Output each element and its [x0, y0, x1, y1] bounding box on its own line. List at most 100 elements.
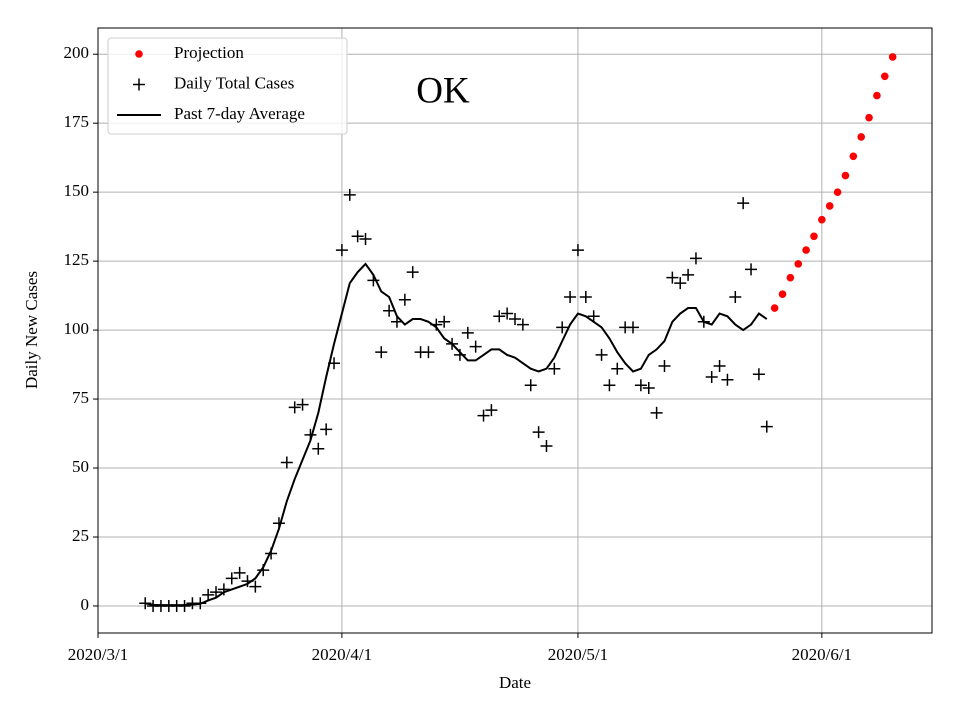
case-point: [430, 318, 443, 331]
y-tick-label: 200: [64, 43, 90, 62]
case-point: [493, 310, 506, 323]
y-tick-label: 150: [64, 181, 90, 200]
case-point: [516, 318, 529, 331]
case-point: [760, 420, 773, 433]
case-point: [383, 304, 396, 317]
case-point: [579, 290, 592, 303]
case-point: [225, 572, 238, 585]
case-point: [453, 348, 466, 361]
case-point: [658, 359, 671, 372]
case-point: [627, 321, 640, 334]
case-point: [509, 313, 521, 326]
projection-point: [888, 53, 897, 61]
annotation: OK: [416, 70, 470, 111]
case-point: [461, 326, 474, 339]
case-point: [272, 517, 285, 530]
case-point: [697, 315, 710, 328]
case-point: [398, 293, 411, 306]
legend-box: [107, 37, 348, 135]
y-tick-label: 100: [64, 319, 90, 338]
case-point: [217, 583, 230, 596]
average-line: [145, 262, 768, 607]
case-point: [564, 290, 577, 303]
case-point: [446, 337, 459, 350]
case-point: [194, 597, 207, 610]
case-point: [501, 307, 514, 320]
projection-point: [849, 152, 858, 161]
case-point: [674, 277, 687, 290]
case-point: [438, 315, 451, 328]
case-point: [202, 588, 215, 601]
case-point: [304, 428, 317, 441]
case-point: [595, 348, 608, 361]
case-point: [666, 271, 679, 284]
case-point: [139, 597, 152, 610]
projection-point: [770, 304, 779, 312]
case-point: [280, 456, 293, 469]
case-point: [745, 263, 758, 276]
case-point: [367, 274, 380, 287]
y-tick-label: 50: [72, 457, 89, 476]
projection-point: [802, 246, 810, 254]
case-point: [296, 398, 309, 411]
case-point: [548, 362, 561, 375]
case-point: [359, 233, 372, 246]
case-point: [752, 368, 765, 381]
y-tick-label: 125: [64, 250, 90, 269]
projection-point: [786, 273, 795, 282]
case-point: [477, 409, 490, 422]
case-point: [713, 359, 726, 372]
case-point: [335, 244, 348, 257]
case-point: [689, 252, 702, 265]
projection-point: [810, 232, 818, 241]
case-point: [611, 362, 624, 375]
y-tick-label: 175: [64, 112, 90, 131]
projection-point: [873, 91, 881, 100]
case-point: [650, 406, 663, 419]
case-point: [634, 379, 647, 392]
case-point: [351, 230, 364, 243]
case-point: [320, 423, 333, 436]
case-point: [485, 404, 498, 417]
case-point: [556, 321, 569, 334]
case-point: [257, 564, 270, 577]
case-point: [524, 379, 537, 392]
case-point: [540, 439, 553, 452]
x-tick-label: 2020/3/1: [68, 645, 128, 664]
y-tick-label: 0: [81, 595, 90, 614]
plot-frame: [97, 27, 933, 634]
case-point: [249, 580, 262, 593]
case-point: [642, 382, 655, 395]
case-point: [422, 346, 435, 359]
legend-label: Past 7-day Average: [174, 104, 305, 123]
x-tick-label: 2020/6/1: [792, 645, 852, 664]
case-point: [721, 373, 734, 386]
case-point: [729, 290, 742, 303]
case-point: [469, 340, 482, 353]
y-axis-label: Daily New Cases: [22, 271, 41, 389]
case-point: [328, 357, 341, 370]
case-point: [312, 442, 325, 455]
case-point: [241, 575, 254, 588]
projection-point: [841, 171, 850, 180]
case-point: [343, 188, 356, 201]
legend-label: Projection: [174, 43, 244, 62]
case-point: [737, 197, 750, 210]
x-tick-label: 2020/4/1: [312, 645, 372, 664]
projection-point: [880, 72, 889, 81]
case-point: [705, 370, 718, 383]
projection-point: [865, 113, 873, 122]
x-tick-label: 2020/5/1: [548, 645, 608, 664]
legend-marker: [135, 50, 143, 58]
case-point: [375, 346, 388, 359]
case-point: [178, 599, 191, 612]
projection-point: [857, 133, 865, 141]
projection-point: [825, 202, 834, 210]
case-point: [571, 244, 584, 257]
projection-point: [833, 188, 842, 196]
case-point: [210, 586, 223, 599]
y-tick-label: 75: [72, 388, 89, 407]
case-point: [682, 268, 695, 281]
